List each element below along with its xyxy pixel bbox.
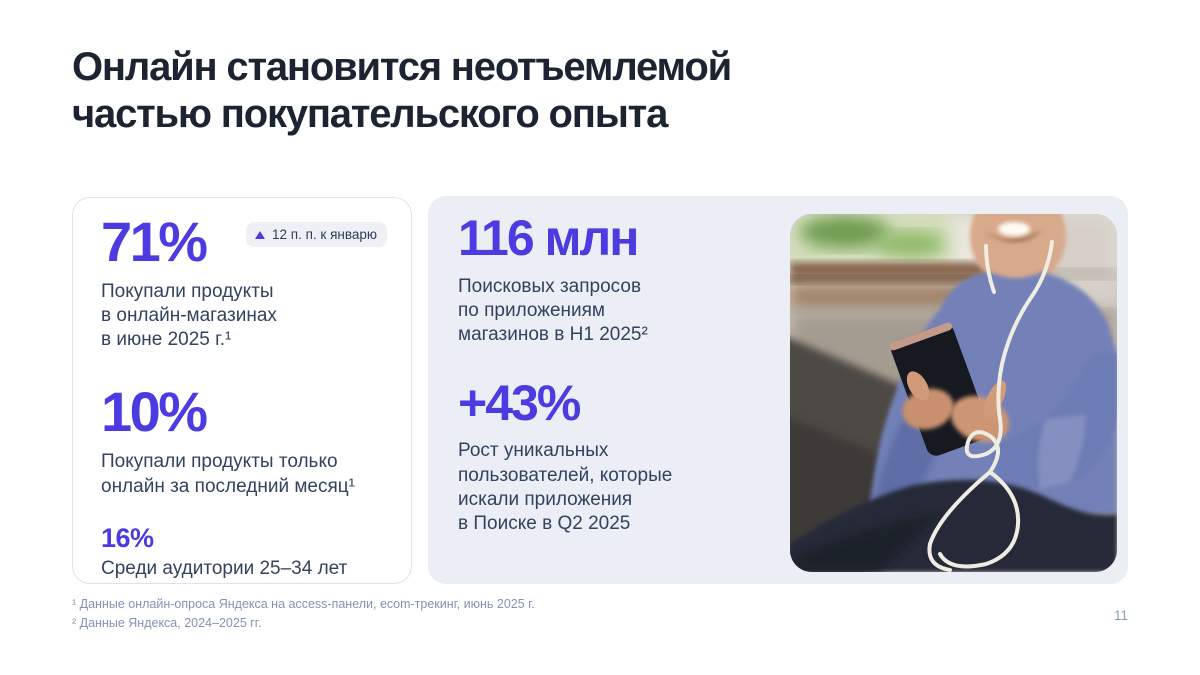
search-stats-card: 116 млн Поисковых запросов по приложения… <box>428 196 1128 584</box>
footnote-2: ² Данные Яндекса, 2024–2025 гг. <box>72 616 262 631</box>
survey-stats-card: 71% 12 п. п. к январю Покупали продукты … <box>72 197 412 584</box>
stat-71-description: Покупали продукты в онлайн-магазинах в и… <box>101 281 277 351</box>
slide-title: Онлайн становится неотъемлемой частью по… <box>72 45 732 136</box>
man-with-phone-photo <box>790 214 1117 572</box>
footnote-1: ¹ Данные онлайн-опроса Яндекса на access… <box>72 597 535 611</box>
stat-43-description: Рост уникальных пользователей, которые и… <box>458 440 673 534</box>
footnotes: ¹ Данные онлайн-опроса Яндекса на access… <box>72 595 535 634</box>
stat-71-row: 71% 12 п. п. к январю <box>101 214 387 270</box>
man-with-phone-illustration <box>790 214 1117 572</box>
stat-43-value: +43% <box>458 374 581 431</box>
change-badge-label: 12 п. п. к январю <box>272 227 377 242</box>
stat-116mln-description: Поисковых запросов по приложениям магази… <box>458 275 648 345</box>
stat-116mln-value: 116 млн <box>458 210 640 266</box>
stat-16-description: Среди аудитории 25–34 лет <box>101 557 348 579</box>
page-number: 11 <box>1113 608 1128 623</box>
triangle-up-icon <box>255 230 266 239</box>
change-badge: 12 п. п. к январю <box>246 222 387 247</box>
stat-10-description: Покупали продукты только онлайн за после… <box>101 451 355 497</box>
stat-10-value: 10% <box>101 380 208 444</box>
stat-16-value: 16% <box>101 522 154 553</box>
stat-71-value: 71% <box>101 210 208 273</box>
